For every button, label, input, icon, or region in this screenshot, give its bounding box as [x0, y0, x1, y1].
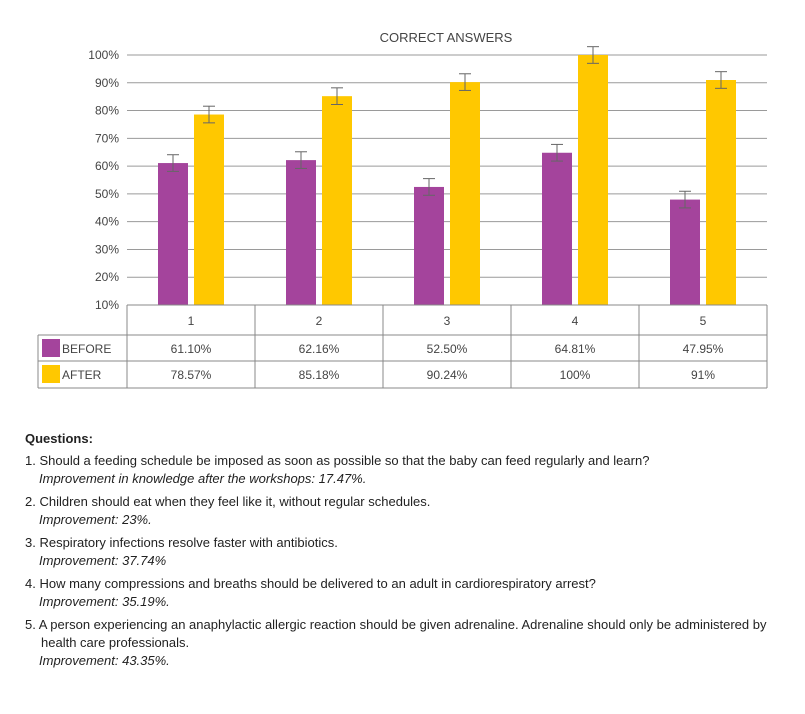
bar-before — [542, 152, 572, 305]
category-label: 5 — [700, 314, 707, 328]
category-label: 3 — [444, 314, 451, 328]
category-label: 2 — [316, 314, 323, 328]
y-tick-label: 40% — [95, 215, 119, 229]
improvement-text: Improvement in knowledge after the works… — [39, 471, 367, 486]
questions-heading: Questions: — [25, 431, 93, 446]
y-tick-label: 10% — [95, 298, 119, 312]
question-text: 2. Children should eat when they feel li… — [25, 494, 431, 509]
question-text: 4. How many compressions and breaths sho… — [25, 576, 596, 591]
chart-title: CORRECT ANSWERS — [380, 30, 513, 45]
bar-after — [706, 80, 736, 305]
data-label: 64.81% — [555, 342, 596, 356]
data-label: 78.57% — [171, 368, 212, 382]
improvement-text: Improvement: 43.35%. — [39, 653, 170, 668]
category-label: 4 — [572, 314, 579, 328]
data-label: 52.50% — [427, 342, 468, 356]
bar-before — [414, 186, 444, 305]
bar-after — [194, 114, 224, 306]
bar-before — [158, 163, 188, 305]
bar-after — [578, 55, 608, 305]
y-tick-label: 80% — [95, 104, 119, 118]
bar-before — [286, 160, 316, 305]
bar-chart: CORRECT ANSWERS 10% 20% 30% 40% 50% 60% 70% 80%… — [37, 30, 768, 389]
y-tick-label: 30% — [95, 242, 119, 256]
improvement-text: Improvement: 37.74% — [39, 553, 167, 568]
data-label: 62.16% — [299, 342, 340, 356]
y-tick-label: 50% — [95, 187, 119, 201]
bar-before — [670, 199, 700, 305]
question-text: 1. Should a feeding schedule be imposed … — [25, 453, 650, 468]
legend-swatch-before — [42, 339, 60, 357]
y-tick-label: 90% — [95, 76, 119, 90]
data-label: 47.95% — [683, 342, 724, 356]
category-label: 1 — [188, 314, 195, 328]
questions-section: Questions: 1. Should a feeding schedule … — [25, 430, 800, 675]
legend-label: BEFORE — [62, 342, 111, 356]
data-label: 85.18% — [299, 368, 340, 382]
improvement-text: Improvement: 35.19%. — [39, 594, 170, 609]
data-label: 91% — [691, 368, 715, 382]
legend-swatch-after — [42, 365, 60, 383]
y-tick-label: 20% — [95, 270, 119, 284]
data-label: 100% — [560, 368, 591, 382]
y-tick-label: 70% — [95, 131, 119, 145]
question-text: 3. Respiratory infections resolve faster… — [25, 535, 338, 550]
bar-after — [450, 82, 480, 305]
data-label: 90.24% — [427, 368, 468, 382]
legend-label: AFTER — [62, 368, 102, 382]
question-text: 5. A person experiencing an anaphylactic… — [25, 617, 767, 650]
bar-after — [322, 96, 352, 306]
y-tick-label: 100% — [88, 48, 119, 62]
improvement-text: Improvement: 23%. — [39, 512, 152, 527]
data-label: 61.10% — [171, 342, 212, 356]
y-tick-label: 60% — [95, 159, 119, 173]
